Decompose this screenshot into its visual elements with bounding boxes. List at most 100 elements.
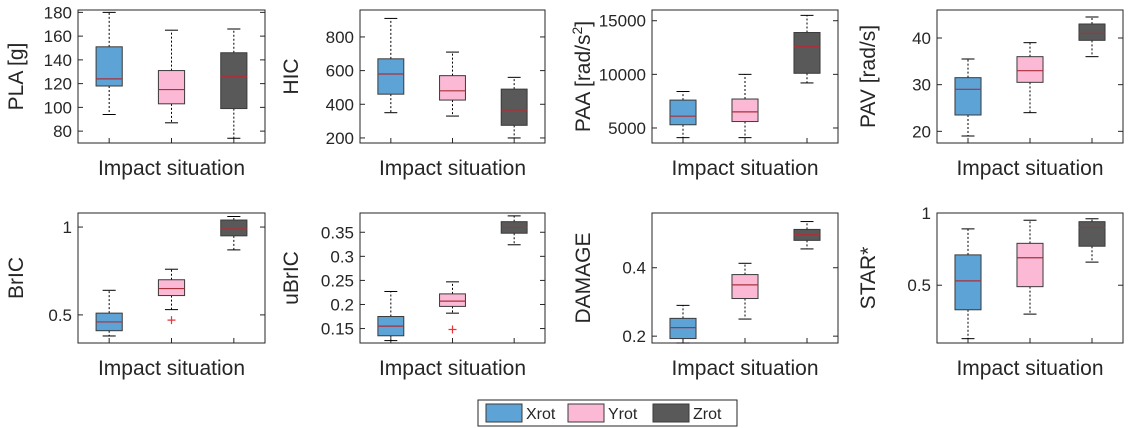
box-zrot [793, 14, 821, 84]
y-axis-title: uBrIC [280, 251, 303, 305]
y-axis-title: BrIC [5, 257, 28, 299]
iqr-box [157, 279, 186, 297]
iqr-box [95, 46, 123, 87]
boxplot-panel-1: 80 100 120 140 160 180 PLA [g] Impact situation [5, 3, 266, 180]
box-xrot [954, 58, 982, 137]
y-tick-label: 20 [912, 122, 931, 141]
y-tick-label: 200 [326, 129, 354, 148]
y-tick-label: 15000 [599, 12, 646, 31]
box-xrot [377, 290, 405, 342]
x-axis-title: Impact situation [379, 157, 526, 180]
iqr-box [1016, 56, 1044, 83]
y-tick-label: 140 [44, 51, 72, 70]
box-xrot [669, 304, 697, 344]
x-axis-title: Impact situation [956, 357, 1103, 380]
iqr-box [1078, 221, 1106, 247]
y-tick-label: 800 [326, 28, 354, 47]
box-xrot [95, 289, 123, 337]
legend-item-yrot: Yrot [567, 403, 638, 423]
iqr-box [500, 88, 528, 126]
y-tick-label: 10000 [599, 65, 646, 84]
legend: Xrot Yrot Zrot [477, 399, 738, 427]
iqr-box [669, 99, 697, 126]
box-zrot [1078, 16, 1106, 58]
iqr-box [377, 58, 405, 95]
y-axis-title: PAV [rad/s] [857, 25, 880, 128]
box-yrot [731, 262, 759, 320]
iqr-box [1078, 23, 1106, 41]
outlier-marker [448, 325, 457, 334]
box-xrot [377, 17, 405, 114]
iqr-box [669, 317, 697, 340]
iqr-box [793, 32, 821, 74]
box-xrot [954, 228, 982, 340]
box-yrot [731, 73, 759, 139]
iqr-box [220, 219, 248, 237]
y-tick-label: 0.2 [622, 327, 646, 346]
y-tick-label: 0.5 [907, 276, 931, 295]
box-zrot [500, 215, 528, 246]
boxplot-panel-8: 0.5 1 STAR* Impact situation [857, 204, 1124, 380]
box-yrot [1016, 42, 1044, 114]
y-axis-title: STAR* [857, 247, 880, 310]
y-tick-label: 0.5 [48, 306, 72, 325]
box-zrot [220, 28, 248, 139]
x-axis-title: Impact situation [956, 157, 1103, 180]
iqr-box [731, 274, 759, 300]
y-tick-label: 0.3 [330, 247, 354, 266]
box-zrot [500, 76, 528, 139]
y-tick-label: 1 [63, 218, 72, 237]
legend-item-xrot: Xrot [485, 403, 556, 423]
x-axis-title: Impact situation [671, 357, 818, 380]
box-yrot [157, 268, 186, 325]
iqr-box [1016, 242, 1044, 288]
boxplot-panel-7: 0.2 0.4 DAMAGE Impact situation [572, 212, 839, 380]
y-axis-title: PLA [g] [5, 43, 28, 111]
boxplot-panel-2: 200 400 600 800 HIC Impact situation [280, 9, 546, 180]
y-tick-label: 0.2 [330, 295, 354, 314]
y-tick-label: 180 [44, 3, 72, 22]
y-tick-label: 100 [44, 98, 72, 117]
y-axis-title: DAMAGE [572, 232, 595, 323]
y-tick-label: 0.4 [622, 259, 646, 278]
box-yrot [439, 51, 466, 117]
y-axis-title: HIC [280, 58, 303, 94]
y-tick-label: 0.15 [321, 320, 354, 339]
y-tick-label: 160 [44, 27, 72, 46]
legend-swatch [485, 403, 523, 423]
box-xrot [95, 11, 123, 115]
iqr-box [220, 52, 248, 110]
box-xrot [669, 91, 697, 139]
x-axis-title: Impact situation [98, 357, 245, 380]
x-axis-title: Impact situation [671, 157, 818, 180]
y-tick-label: 400 [326, 95, 354, 114]
legend-label: Yrot [608, 406, 638, 423]
outlier-marker [167, 316, 176, 325]
legend-swatch [567, 403, 605, 423]
iqr-box [439, 75, 466, 101]
legend-label: Xrot [526, 406, 556, 423]
y-axis-title: PAA [rad/s2] [569, 21, 595, 132]
box-zrot [793, 221, 821, 250]
boxplot-panel-6: 0.15 0.2 0.25 0.3 0.35 uBrIC Impact situation [280, 212, 546, 380]
y-tick-label: 40 [912, 29, 931, 48]
box-yrot [157, 29, 186, 124]
y-tick-label: 120 [44, 75, 72, 94]
iqr-box [954, 254, 982, 311]
boxplot-panel-4: 20 30 40 PAV [rad/s] Impact situation [857, 9, 1124, 180]
x-axis-title: Impact situation [379, 357, 526, 380]
y-tick-label: 0.35 [321, 223, 354, 242]
y-tick-label: 1 [922, 204, 931, 223]
legend-item-zrot: Zrot [652, 403, 722, 423]
y-tick-label: 0.25 [321, 271, 354, 290]
iqr-box [157, 70, 186, 105]
boxplot-panel-5: 0.5 1 BrIC Impact situation [5, 212, 266, 380]
legend-label: Zrot [693, 406, 722, 423]
y-tick-label: 80 [53, 122, 72, 141]
legend-swatch [652, 403, 690, 423]
box-yrot [1016, 219, 1044, 315]
x-axis-title: Impact situation [98, 157, 245, 180]
